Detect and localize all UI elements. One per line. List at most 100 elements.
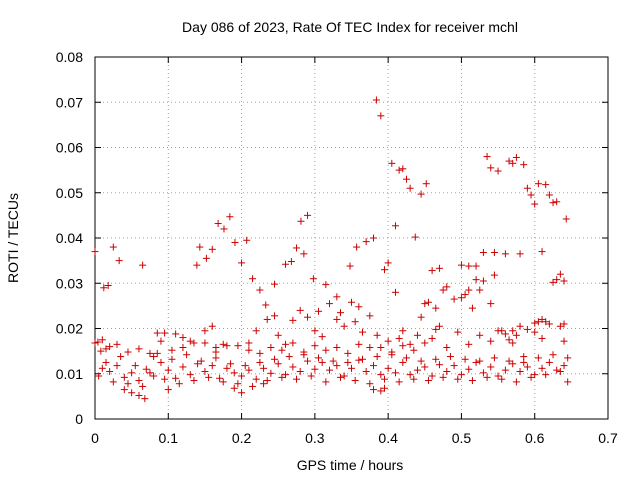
data-point [501,366,509,374]
data-point [549,278,557,286]
data-point [304,211,312,219]
data-point [135,345,143,353]
data-point [413,366,421,374]
data-point [406,340,414,348]
data-point [520,353,528,361]
x-tick-label: 0.5 [452,430,472,446]
data-point [333,344,341,352]
x-tick-label: 0 [91,430,99,446]
data-point [208,362,216,370]
data-point [115,257,123,265]
data-point [243,236,251,244]
data-point [498,327,506,335]
data-point [344,358,352,366]
data-point [97,347,105,355]
data-point [476,331,484,339]
data-point [219,378,227,386]
data-point [424,377,432,385]
data-point [411,233,419,241]
data-point [113,362,121,370]
data-point [501,250,509,258]
data-point [241,362,249,370]
data-point [179,344,187,352]
data-point [256,358,264,366]
data-point [454,328,462,336]
data-point [274,331,282,339]
data-point [399,165,407,173]
data-point [322,281,330,289]
data-point [234,342,242,350]
data-point [141,395,149,403]
data-point [91,339,99,347]
data-point [399,342,407,350]
data-point [494,167,502,175]
data-point [556,367,564,375]
data-point [369,234,377,242]
data-point [102,345,110,353]
axis-ticks [94,56,609,420]
data-point [402,354,410,362]
y-tick-label: 0.04 [56,230,83,246]
data-point [562,215,570,223]
data-point [263,315,271,323]
data-point [395,334,403,342]
data-point [146,349,154,357]
data-point [157,337,165,345]
data-point [271,355,279,363]
data-point [98,364,106,372]
data-point [380,375,388,383]
data-point [545,320,553,328]
data-point [205,373,213,381]
data-point [307,372,315,380]
data-point [439,286,447,294]
data-point [333,293,341,301]
data-point [249,275,257,283]
y-tick-labels: 0 0.01 0.02 0.03 0.04 0.05 0.06 0.07 0.08 [56,49,83,427]
data-point [531,200,539,208]
data-point [260,364,268,372]
data-point [139,261,147,269]
data-point [465,262,473,270]
data-point [304,357,312,365]
data-point [245,366,253,374]
data-point [95,372,103,380]
data-point [183,351,191,359]
data-point [373,353,381,361]
data-point [104,282,112,290]
data-point [124,380,132,388]
data-point [326,300,334,308]
data-point [322,378,330,386]
data-points [91,96,572,403]
data-point [142,365,150,373]
data-point [490,271,498,279]
data-point [483,153,491,161]
data-point [498,375,506,383]
data-point [120,373,128,381]
data-point [109,243,117,251]
data-point [380,384,388,392]
data-point [457,261,465,269]
data-point [465,340,473,348]
data-point [153,329,161,337]
data-point [285,353,293,361]
data-point [388,348,396,356]
data-point [560,320,568,328]
data-point [377,344,385,352]
data-point [226,213,234,221]
y-tick-label: 0.02 [56,321,83,337]
data-point [113,340,121,348]
data-point [531,319,539,327]
data-point [161,375,169,383]
data-point [346,262,354,270]
y-tick-label: 0.01 [56,366,83,382]
data-point [553,198,561,206]
data-point [465,286,473,294]
data-point [435,322,443,330]
data-point [553,366,561,374]
data-point [553,276,561,284]
data-point [512,331,520,339]
data-point [369,362,377,370]
data-point [344,349,352,357]
data-point [516,250,524,258]
data-point [366,380,374,388]
